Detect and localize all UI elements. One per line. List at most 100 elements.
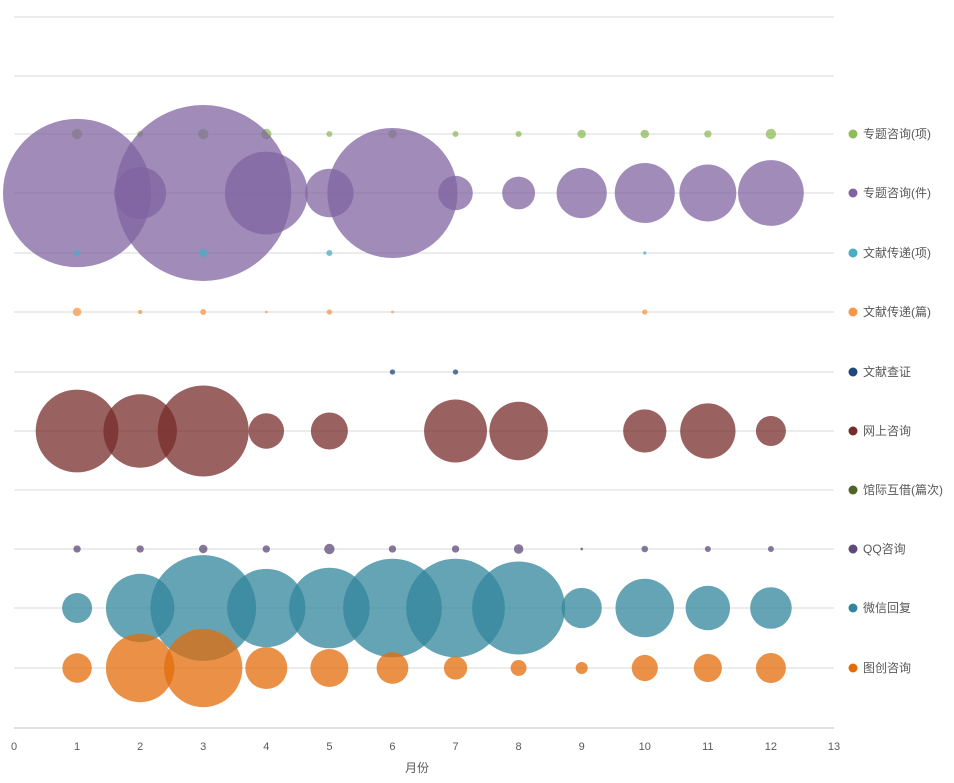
bubble-point [765, 128, 777, 140]
bubble-point [451, 545, 460, 553]
x-tick-label: 3 [200, 741, 206, 753]
bubble-point [326, 309, 333, 315]
legend-marker [848, 367, 858, 377]
legend-label: 文献传递(项) [863, 245, 931, 260]
x-tick-label: 9 [579, 741, 585, 753]
x-tick-label: 4 [263, 741, 269, 753]
legend-marker [848, 307, 858, 317]
legend-marker [848, 129, 858, 139]
bubble-point [489, 401, 548, 461]
legend-label: 网上咨询 [863, 423, 911, 438]
bubble-point [438, 175, 473, 211]
x-axis-label: 月份 [405, 761, 429, 775]
bubble-point [452, 130, 459, 138]
legend-marker [848, 544, 858, 554]
legend-marker [848, 603, 858, 613]
bubble-point [755, 652, 786, 684]
bubble-point [443, 656, 468, 680]
bubble-point [510, 660, 527, 676]
x-tick-label: 11 [702, 741, 713, 753]
bubble-point [248, 413, 285, 449]
bubble-point [704, 545, 711, 553]
x-tick-label: 0 [11, 741, 17, 753]
bubble-point [704, 130, 712, 138]
bubble-point [755, 415, 786, 447]
bubble-point [614, 162, 675, 224]
bubble-point [575, 661, 588, 675]
bubble-point [224, 151, 308, 235]
bubble-point [623, 409, 667, 453]
bubble-point [310, 412, 348, 450]
legend-marker [848, 426, 858, 436]
bubble-point [641, 545, 649, 553]
x-tick-label: 10 [639, 741, 651, 753]
bubble-point [391, 310, 394, 314]
bubble-point [72, 307, 82, 317]
bubble-point [615, 578, 675, 638]
x-tick-label: 7 [452, 741, 458, 753]
bubble-point [136, 545, 144, 553]
bubble-point [73, 545, 81, 553]
legend: 专题咨询(项) 专题咨询(件) 文献传递(项) 文献传递(篇) 文献查证网上咨询馆际互借… [848, 126, 943, 675]
bubble-point [472, 561, 566, 655]
bubble-point [227, 568, 306, 648]
legend-marker [848, 663, 858, 673]
bubble-point [640, 129, 650, 139]
bubble-point [198, 544, 208, 554]
bubble-point [198, 248, 208, 258]
bubble-point [326, 249, 333, 257]
legend-marker [848, 485, 858, 495]
bubble-point [424, 399, 488, 463]
bubble-point [452, 369, 459, 375]
bubble-point [35, 389, 119, 473]
legend-label: 微信回复 [863, 601, 911, 615]
bubble-point [556, 167, 607, 219]
legend-label: 文献查证 [863, 364, 911, 379]
x-tick-label: 12 [765, 741, 777, 753]
bubble-point [103, 394, 177, 468]
x-tick-label: 8 [516, 741, 522, 753]
x-tick-label: 2 [137, 741, 143, 753]
bubble-point [580, 547, 584, 551]
legend-label: 专题咨询(项) [863, 126, 931, 141]
bubble-point [388, 545, 397, 553]
bubble-point [62, 653, 92, 683]
legend-label: 文献传递(篇) [863, 304, 931, 319]
bubble-point [115, 105, 292, 281]
bubble-point [680, 403, 736, 459]
legend-label: 图创咨询 [863, 660, 911, 675]
bubbles [2, 105, 804, 708]
legend-label: 馆际互借(篇次) [863, 482, 943, 497]
bubble-point [513, 544, 524, 554]
bubble-point [150, 555, 257, 661]
bubble-point [245, 646, 288, 690]
bubble-point [389, 369, 396, 375]
bubble-point [200, 308, 207, 316]
bubble-point [327, 127, 458, 259]
bubble-point [738, 160, 804, 226]
bubble-point [577, 129, 586, 139]
x-tick-label: 5 [326, 741, 332, 753]
bubble-point [376, 652, 409, 684]
legend-label: 专题咨询(件) [863, 185, 931, 200]
bubble-point [157, 385, 249, 477]
bubble-point [264, 310, 268, 314]
bubble-point [515, 130, 522, 138]
bubble-point [685, 585, 731, 631]
bubble-point [138, 309, 143, 315]
bubble-point [310, 649, 349, 687]
bubble-point [105, 633, 175, 703]
bubble-point [324, 543, 335, 555]
bubble-point [326, 130, 333, 138]
bubble-point [693, 653, 722, 683]
bubble-point [74, 249, 81, 257]
x-tick-label: 6 [389, 741, 395, 753]
bubble-point [642, 309, 648, 315]
bubble-point [679, 164, 737, 222]
legend-marker [848, 188, 858, 198]
bubble-point [62, 592, 93, 624]
bubble-point [631, 654, 658, 682]
bubble-point [502, 176, 536, 210]
bubble-point [750, 587, 792, 629]
